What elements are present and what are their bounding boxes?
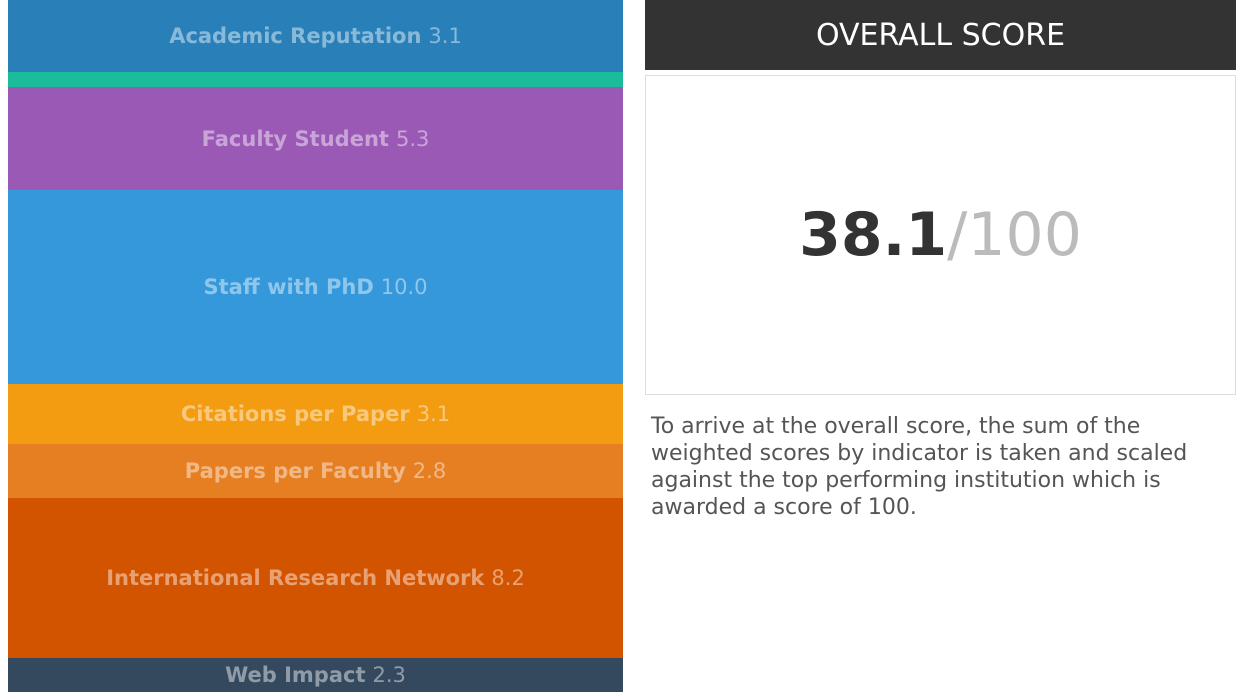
overall-panel: OVERALL SCORE 38.1/100 To arrive at the … xyxy=(645,0,1236,521)
indicator-score: 5.3 xyxy=(395,126,430,151)
indicator-name: International Research Network xyxy=(106,566,485,590)
indicator-score: 2.3 xyxy=(372,663,406,687)
indicator-block: Academic Reputation 3.1 xyxy=(8,0,623,72)
indicator-block: Web Impact 2.3 xyxy=(8,658,623,692)
indicator-strip xyxy=(8,72,623,87)
indicator-block: Staff with PhD 10.0 xyxy=(8,190,623,384)
overall-score: 38.1 xyxy=(799,200,948,270)
overall-max: /100 xyxy=(947,200,1082,270)
indicator-name: Papers per Faculty xyxy=(184,459,406,483)
indicator-name: Faculty Student xyxy=(201,126,389,151)
indicator-score: 8.2 xyxy=(491,566,525,590)
indicator-block: International Research Network 8.2 xyxy=(8,498,623,658)
indicator-name: Staff with PhD xyxy=(203,275,374,299)
indicator-name: Citations per Paper xyxy=(180,402,410,426)
indicator-block: Papers per Faculty 2.8 xyxy=(8,444,623,498)
indicator-score: 10.0 xyxy=(380,275,428,299)
overall-title: OVERALL SCORE xyxy=(645,0,1236,70)
indicator-score: 2.8 xyxy=(412,459,447,483)
overall-note: To arrive at the overall score, the sum … xyxy=(651,414,1188,520)
indicator-score: 3.1 xyxy=(428,24,462,48)
indicator-name: Academic Reputation xyxy=(169,24,422,48)
indicator-stack: Academic Reputation 3.1 Faculty Student 5.… xyxy=(8,0,623,692)
score-box: 38.1/100 xyxy=(645,75,1236,395)
indicator-name: Web Impact xyxy=(225,663,366,687)
indicator-block: Faculty Student 5.3 xyxy=(8,87,623,190)
indicator-score: 3.1 xyxy=(416,402,451,426)
indicator-block: Citations per Paper 3.1 xyxy=(8,384,623,444)
